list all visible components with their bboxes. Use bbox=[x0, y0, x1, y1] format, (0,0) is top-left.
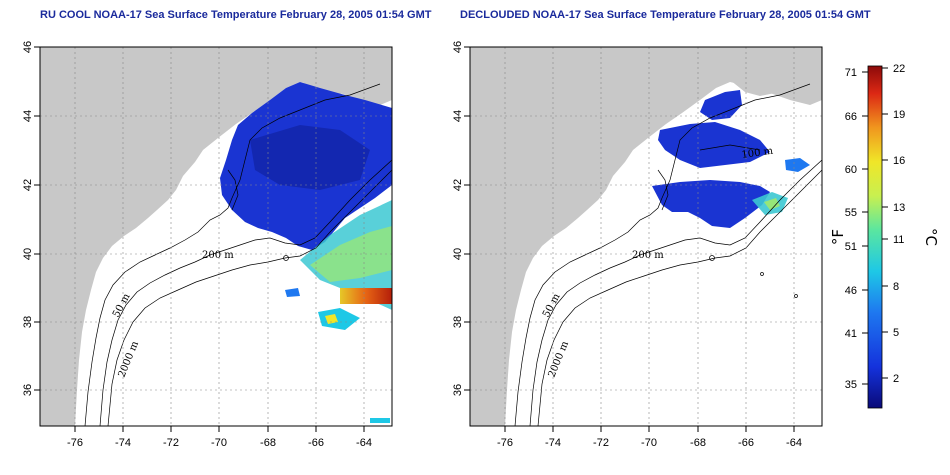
left-xtick: -64 bbox=[356, 437, 372, 449]
celsius-tick: 11 bbox=[893, 234, 904, 246]
right-xtick: -64 bbox=[786, 437, 802, 449]
right-x-axis-ticks: -76 -74 -72 -70 -68 -66 -64 bbox=[497, 437, 802, 449]
right-cold-sst-north bbox=[700, 90, 742, 120]
celsius-unit-label: °C bbox=[922, 228, 940, 246]
left-ytick: 40 bbox=[22, 248, 34, 260]
colorbar-fahrenheit-ticks: 71 66 60 55 51 46 41 35 bbox=[845, 67, 857, 391]
right-ytick: 36 bbox=[452, 384, 464, 396]
left-map-title: RU COOL NOAA-17 Sea Surface Temperature … bbox=[40, 9, 432, 21]
fahrenheit-unit-label: °F bbox=[829, 229, 847, 245]
left-graticule bbox=[40, 47, 392, 426]
left-map-panel: 50 m 200 m 2000 m -76 -74 -72 -70 -68 -6… bbox=[22, 41, 393, 449]
left-xtick: -74 bbox=[115, 437, 131, 449]
left-y-axis-ticks: 36 38 40 42 44 46 bbox=[22, 41, 34, 396]
left-x-axis-ticks: -76 -74 -72 -70 -68 -66 -64 bbox=[67, 437, 372, 449]
right-xtick: -72 bbox=[593, 437, 609, 449]
right-xtick: -70 bbox=[641, 437, 657, 449]
celsius-tick: 19 bbox=[893, 109, 905, 121]
left-ytick: 46 bbox=[22, 41, 34, 53]
right-ytick: 44 bbox=[452, 110, 464, 122]
left-nova-scotia-land bbox=[300, 50, 392, 96]
right-map-frame bbox=[469, 46, 823, 427]
left-ytick: 38 bbox=[22, 316, 34, 328]
right-cold-sst-georges-bank bbox=[652, 180, 770, 228]
celsius-tick: 8 bbox=[893, 281, 899, 293]
right-y-axis-ticks: 36 38 40 42 44 46 bbox=[452, 41, 464, 396]
right-xtick: -76 bbox=[497, 437, 513, 449]
right-ytick: 46 bbox=[452, 41, 464, 53]
fahrenheit-tick: 46 bbox=[845, 285, 857, 297]
right-xtick: -66 bbox=[738, 437, 754, 449]
fahrenheit-tick: 60 bbox=[845, 164, 857, 176]
left-ytick: 36 bbox=[22, 384, 34, 396]
left-xtick: -68 bbox=[260, 437, 276, 449]
right-land-mass bbox=[470, 47, 822, 426]
right-ytick: 42 bbox=[452, 179, 464, 191]
fahrenheit-tick: 55 bbox=[845, 207, 857, 219]
fahrenheit-tick: 51 bbox=[845, 241, 857, 253]
right-map-panel: 50 m 200 m 2000 m 100 m -76 -74 -72 -70 … bbox=[452, 41, 823, 449]
fahrenheit-tick: 41 bbox=[845, 328, 857, 340]
left-contour-label-200m: 200 m bbox=[202, 250, 234, 261]
right-contour-label-100m: 100 m bbox=[741, 146, 774, 161]
left-land-mass bbox=[40, 47, 392, 426]
celsius-tick: 2 bbox=[893, 373, 899, 385]
left-xtick: -66 bbox=[308, 437, 324, 449]
celsius-tick: 22 bbox=[893, 63, 905, 75]
right-map-title: DECLOUDED NOAA-17 Sea Surface Temperatur… bbox=[460, 9, 871, 21]
fahrenheit-tick: 66 bbox=[845, 111, 857, 123]
left-map-frame bbox=[39, 46, 393, 427]
left-xtick: -72 bbox=[163, 437, 179, 449]
colorbar-gradient bbox=[867, 65, 883, 409]
right-ytick: 38 bbox=[452, 316, 464, 328]
left-xtick: -70 bbox=[211, 437, 227, 449]
right-contour-label-200m: 200 m bbox=[632, 250, 664, 261]
right-bathymetry-contours bbox=[514, 83, 822, 426]
left-bathymetry-contours bbox=[84, 83, 392, 426]
celsius-tick: 5 bbox=[893, 327, 899, 339]
right-graticule bbox=[470, 47, 822, 426]
left-ytick: 42 bbox=[22, 179, 34, 191]
left-ytick: 44 bbox=[22, 110, 34, 122]
fahrenheit-tick: 71 bbox=[845, 67, 857, 79]
right-xtick: -74 bbox=[545, 437, 561, 449]
celsius-tick: 13 bbox=[893, 202, 905, 214]
fahrenheit-tick: 35 bbox=[845, 379, 857, 391]
celsius-tick: 16 bbox=[893, 155, 905, 167]
right-xtick: -68 bbox=[690, 437, 706, 449]
right-nova-scotia-land bbox=[730, 50, 822, 96]
right-ytick: 40 bbox=[452, 248, 464, 260]
temperature-colorbar: 71 66 60 55 51 46 41 35 22 19 16 13 11 8… bbox=[829, 63, 940, 409]
left-gulf-stream-strip bbox=[340, 288, 392, 304]
right-cold-sst-gulf-of-maine bbox=[658, 122, 770, 168]
left-xtick: -76 bbox=[67, 437, 83, 449]
colorbar-celsius-ticks: 22 19 16 13 11 8 5 2 bbox=[893, 63, 905, 385]
